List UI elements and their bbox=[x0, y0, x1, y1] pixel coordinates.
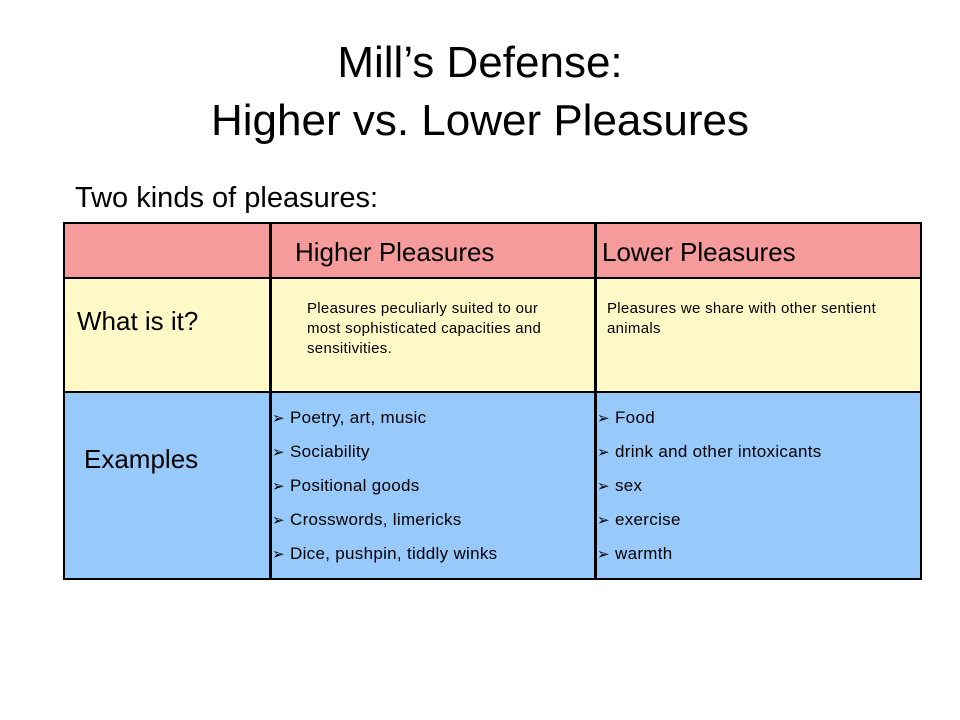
slide-title: Mill’s Defense: Higher vs. Lower Pleasur… bbox=[0, 34, 960, 150]
header-lower-pleasures: Lower Pleasures bbox=[602, 237, 796, 267]
list-item: ➢ Positional goods bbox=[272, 469, 497, 503]
list-item: ➢ Crosswords, limericks bbox=[272, 503, 497, 537]
arrow-bullet-icon: ➢ bbox=[272, 444, 285, 461]
arrow-bullet-icon: ➢ bbox=[597, 410, 610, 427]
arrow-bullet-icon: ➢ bbox=[597, 546, 610, 563]
header-cell-higher: Higher Pleasures bbox=[272, 224, 597, 279]
header-cell-lower: Lower Pleasures bbox=[597, 224, 920, 279]
arrow-bullet-icon: ➢ bbox=[272, 410, 285, 427]
arrow-bullet-icon: ➢ bbox=[597, 478, 610, 495]
examples-lower-cell: ➢ Food ➢ drink and other intoxicants ➢ sex … bbox=[597, 393, 920, 578]
what-label-cell: What is it? bbox=[65, 279, 272, 393]
header-cell-empty bbox=[65, 224, 272, 279]
examples-label-cell: Examples bbox=[65, 393, 272, 578]
what-lower-cell: Pleasures we share with other sentient a… bbox=[597, 279, 920, 393]
list-item: ➢ warmth bbox=[597, 537, 822, 571]
list-item: ➢ Poetry, art, music bbox=[272, 401, 497, 435]
row-label-examples: Examples bbox=[84, 444, 199, 474]
header-higher-pleasures: Higher Pleasures bbox=[295, 237, 495, 267]
title-line-1: Mill’s Defense: bbox=[337, 38, 623, 87]
list-item: ➢ Food bbox=[597, 401, 822, 435]
list-item: ➢ Sociability bbox=[272, 435, 497, 469]
arrow-bullet-icon: ➢ bbox=[597, 444, 610, 461]
title-line-2: Higher vs. Lower Pleasures bbox=[210, 96, 749, 145]
higher-description: Pleasures peculiarly suited to our most … bbox=[307, 300, 542, 357]
what-higher-cell: Pleasures peculiarly suited to our most … bbox=[272, 279, 597, 393]
pleasures-table: Higher Pleasures Lower Pleasures What is… bbox=[63, 222, 922, 580]
list-item: ➢ drink and other intoxicants bbox=[597, 435, 822, 469]
higher-examples-list: ➢ Poetry, art, music ➢ Sociability ➢ Positi… bbox=[272, 401, 497, 571]
examples-higher-cell: ➢ Poetry, art, music ➢ Sociability ➢ Positi… bbox=[272, 393, 597, 578]
list-item: ➢ Dice, pushpin, tiddly winks bbox=[272, 537, 497, 571]
arrow-bullet-icon: ➢ bbox=[272, 546, 285, 563]
lower-examples-list: ➢ Food ➢ drink and other intoxicants ➢ sex … bbox=[597, 401, 822, 571]
row-label-what: What is it? bbox=[77, 306, 199, 336]
arrow-bullet-icon: ➢ bbox=[272, 512, 285, 529]
lower-description: Pleasures we share with other sentient a… bbox=[607, 300, 877, 337]
slide-subtitle: Two kinds of pleasures: bbox=[75, 182, 379, 214]
list-item: ➢ exercise bbox=[597, 503, 822, 537]
list-item: ➢ sex bbox=[597, 469, 822, 503]
arrow-bullet-icon: ➢ bbox=[597, 512, 610, 529]
arrow-bullet-icon: ➢ bbox=[272, 478, 285, 495]
